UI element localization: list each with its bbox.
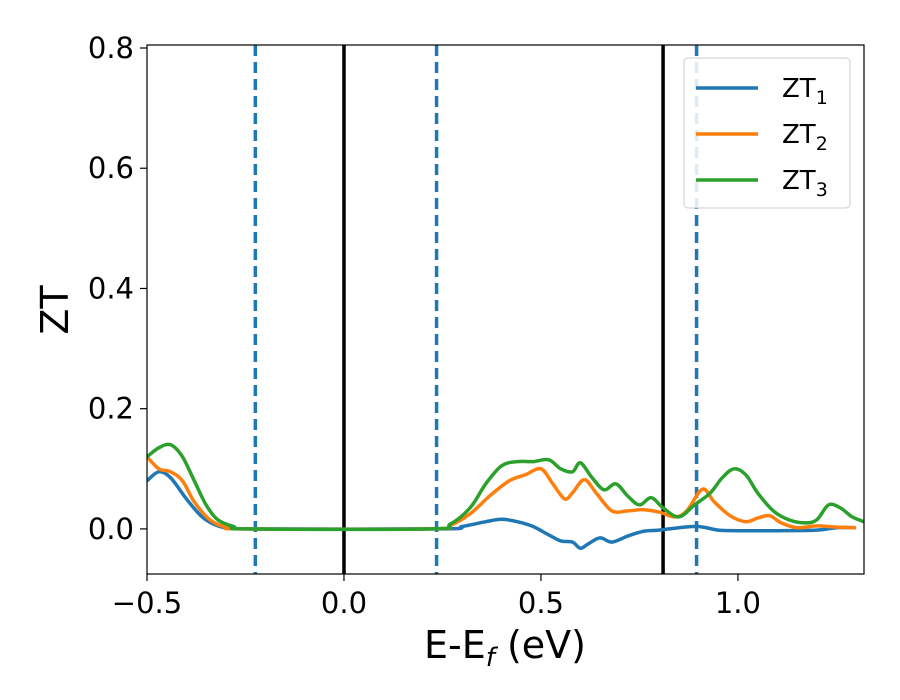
x-tick-label: 0.5 [518, 586, 564, 620]
y-tick-label: 0.0 [88, 512, 134, 546]
legend: ZT1 ZT2 ZT3 [683, 57, 851, 209]
legend-label-zt2: ZT2 [782, 120, 828, 155]
y-tick-label: 0.4 [88, 271, 134, 305]
y-tick-label: 0.8 [88, 31, 134, 65]
y-axis: 0.0 0.2 0.4 0.6 0.8 [88, 31, 147, 546]
plot-frame [146, 44, 865, 575]
x-axis-label-unit: (eV) [495, 623, 586, 667]
y-axis-label: ZT [33, 285, 77, 335]
x-tick-label: −0.5 [112, 586, 182, 620]
series-layer [147, 442, 864, 550]
x-tick-label: 1.0 [715, 586, 761, 620]
legend-label-zt3: ZT3 [782, 166, 828, 201]
legend-box [683, 57, 851, 209]
x-tick-label: 0.0 [321, 586, 367, 620]
legend-label-zt1: ZT1 [782, 74, 828, 109]
x-axis-label: E-Ef (eV) [424, 623, 586, 673]
series-line-zt2 [147, 455, 857, 531]
series-line-zt3 [147, 442, 864, 532]
x-axis: −0.5 0.0 0.5 1.0 [112, 574, 761, 620]
y-tick-label: 0.6 [88, 151, 134, 185]
y-tick-label: 0.2 [88, 392, 134, 426]
